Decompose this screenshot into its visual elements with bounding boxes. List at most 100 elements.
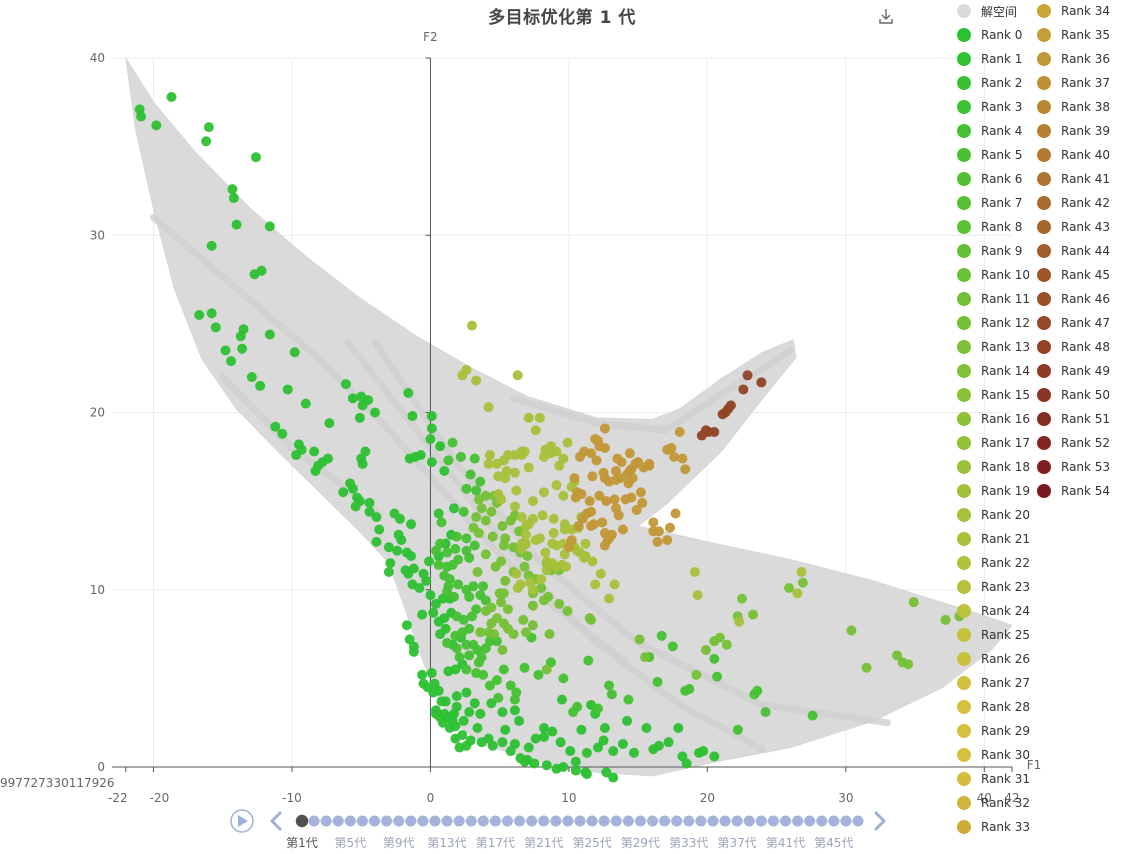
timeline-label[interactable]: 第5代 — [334, 836, 367, 850]
legend-item-rank-8[interactable]: Rank 8 — [957, 216, 1022, 238]
timeline-label[interactable]: 第25代 — [572, 836, 612, 850]
legend-item-rank-39[interactable]: Rank 39 — [1037, 120, 1110, 142]
legend-item-rank-10[interactable]: Rank 10 — [957, 264, 1030, 286]
timeline-dot[interactable] — [356, 815, 368, 827]
timeline-dot[interactable] — [598, 815, 610, 827]
legend-item-rank-23[interactable]: Rank 23 — [957, 576, 1030, 598]
timeline-dot[interactable] — [828, 815, 840, 827]
timeline-label[interactable]: 第45代 — [814, 836, 854, 850]
timeline-dot[interactable] — [840, 815, 852, 827]
legend-item-rank-5[interactable]: Rank 5 — [957, 144, 1022, 166]
timeline-dot[interactable] — [683, 815, 695, 827]
legend-item-rank-54[interactable]: Rank 54 — [1037, 480, 1110, 502]
timeline-dot[interactable] — [477, 815, 489, 827]
timeline-dot[interactable] — [489, 815, 501, 827]
timeline-dot[interactable] — [429, 815, 441, 827]
legend-item-rank-17[interactable]: Rank 17 — [957, 432, 1030, 454]
timeline-dot[interactable] — [453, 815, 465, 827]
timeline-dot[interactable] — [634, 815, 646, 827]
legend-item-rank-3[interactable]: Rank 3 — [957, 96, 1022, 118]
legend-item-rank-15[interactable]: Rank 15 — [957, 384, 1030, 406]
legend-item-rank-22[interactable]: Rank 22 — [957, 552, 1030, 574]
timeline-dot[interactable] — [465, 815, 477, 827]
timeline-dot[interactable] — [417, 815, 429, 827]
timeline-dot[interactable] — [707, 815, 719, 827]
timeline-label[interactable]: 第13代 — [427, 836, 467, 850]
legend-item-rank-40[interactable]: Rank 40 — [1037, 144, 1110, 166]
timeline-dot[interactable] — [332, 815, 344, 827]
legend-item-rank-34[interactable]: Rank 34 — [1037, 0, 1110, 22]
legend-item-rank-29[interactable]: Rank 29 — [957, 720, 1030, 742]
timeline-dot[interactable] — [767, 815, 779, 827]
legend-item-rank-32[interactable]: Rank 32 — [957, 792, 1030, 814]
legend-item-rank-27[interactable]: Rank 27 — [957, 672, 1030, 694]
legend-item-rank-44[interactable]: Rank 44 — [1037, 240, 1110, 262]
timeline-dot[interactable] — [659, 815, 671, 827]
legend-item-rank-41[interactable]: Rank 41 — [1037, 168, 1110, 190]
timeline-dot[interactable] — [792, 815, 804, 827]
timeline-dot[interactable] — [501, 815, 513, 827]
timeline-dot[interactable] — [804, 815, 816, 827]
legend-item-rank-49[interactable]: Rank 49 — [1037, 360, 1110, 382]
timeline-dot[interactable] — [294, 813, 310, 829]
timeline-dot[interactable] — [574, 815, 586, 827]
download-icon[interactable] — [876, 6, 896, 26]
legend-item-rank-31[interactable]: Rank 31 — [957, 768, 1030, 790]
legend-item-rank-28[interactable]: Rank 28 — [957, 696, 1030, 718]
legend-item-rank-4[interactable]: Rank 4 — [957, 120, 1022, 142]
timeline-label[interactable]: 第1代 — [286, 836, 318, 850]
timeline-dot[interactable] — [393, 815, 405, 827]
legend-item-rank-24[interactable]: Rank 24 — [957, 600, 1030, 622]
legend-item-solution-space[interactable]: 解空间 — [957, 0, 1017, 22]
timeline-dot[interactable] — [538, 815, 550, 827]
legend-item-rank-0[interactable]: Rank 0 — [957, 24, 1022, 46]
legend-item-rank-14[interactable]: Rank 14 — [957, 360, 1030, 382]
legend-item-rank-52[interactable]: Rank 52 — [1037, 432, 1110, 454]
legend-item-rank-53[interactable]: Rank 53 — [1037, 456, 1110, 478]
timeline-dot[interactable] — [320, 815, 332, 827]
legend-item-rank-12[interactable]: Rank 12 — [957, 312, 1030, 334]
timeline-dot[interactable] — [369, 815, 381, 827]
legend-item-rank-33[interactable]: Rank 33 — [957, 816, 1030, 838]
timeline-dot[interactable] — [755, 815, 767, 827]
timeline-dot[interactable] — [550, 815, 562, 827]
timeline-dot[interactable] — [308, 815, 320, 827]
play-button[interactable] — [230, 809, 254, 833]
timeline-dot[interactable] — [526, 815, 538, 827]
timeline-dot[interactable] — [852, 815, 864, 827]
legend-item-rank-11[interactable]: Rank 11 — [957, 288, 1030, 310]
timeline-dot[interactable] — [816, 815, 828, 827]
legend-item-rank-45[interactable]: Rank 45 — [1037, 264, 1110, 286]
legend-item-rank-18[interactable]: Rank 18 — [957, 456, 1030, 478]
timeline-dot[interactable] — [731, 815, 743, 827]
timeline-label[interactable]: 第37代 — [717, 836, 757, 850]
legend-item-rank-2[interactable]: Rank 2 — [957, 72, 1022, 94]
legend-item-rank-25[interactable]: Rank 25 — [957, 624, 1030, 646]
timeline-dot[interactable] — [610, 815, 622, 827]
legend-item-rank-9[interactable]: Rank 9 — [957, 240, 1022, 262]
timeline-dot[interactable] — [514, 815, 526, 827]
legend-item-rank-48[interactable]: Rank 48 — [1037, 336, 1110, 358]
timeline-dot[interactable] — [779, 815, 791, 827]
legend-item-rank-47[interactable]: Rank 47 — [1037, 312, 1110, 334]
legend-item-rank-36[interactable]: Rank 36 — [1037, 48, 1110, 70]
legend-item-rank-20[interactable]: Rank 20 — [957, 504, 1030, 526]
timeline-dot[interactable] — [622, 815, 634, 827]
legend-item-rank-46[interactable]: Rank 46 — [1037, 288, 1110, 310]
timeline-dot[interactable] — [719, 815, 731, 827]
legend-item-rank-43[interactable]: Rank 43 — [1037, 216, 1110, 238]
timeline-dot[interactable] — [671, 815, 683, 827]
legend-item-rank-26[interactable]: Rank 26 — [957, 648, 1030, 670]
legend-item-rank-21[interactable]: Rank 21 — [957, 528, 1030, 550]
legend-item-rank-51[interactable]: Rank 51 — [1037, 408, 1110, 430]
legend-item-rank-30[interactable]: Rank 30 — [957, 744, 1030, 766]
timeline-dot[interactable] — [562, 815, 574, 827]
timeline-label[interactable]: 第9代 — [382, 836, 415, 850]
legend-item-rank-13[interactable]: Rank 13 — [957, 336, 1030, 358]
timeline-dot[interactable] — [381, 815, 393, 827]
timeline-label[interactable]: 第17代 — [475, 836, 516, 850]
timeline-dot[interactable] — [405, 815, 417, 827]
timeline-dot[interactable] — [441, 815, 453, 827]
timeline-dot[interactable] — [344, 815, 356, 827]
timeline-label[interactable]: 第21代 — [524, 836, 564, 850]
